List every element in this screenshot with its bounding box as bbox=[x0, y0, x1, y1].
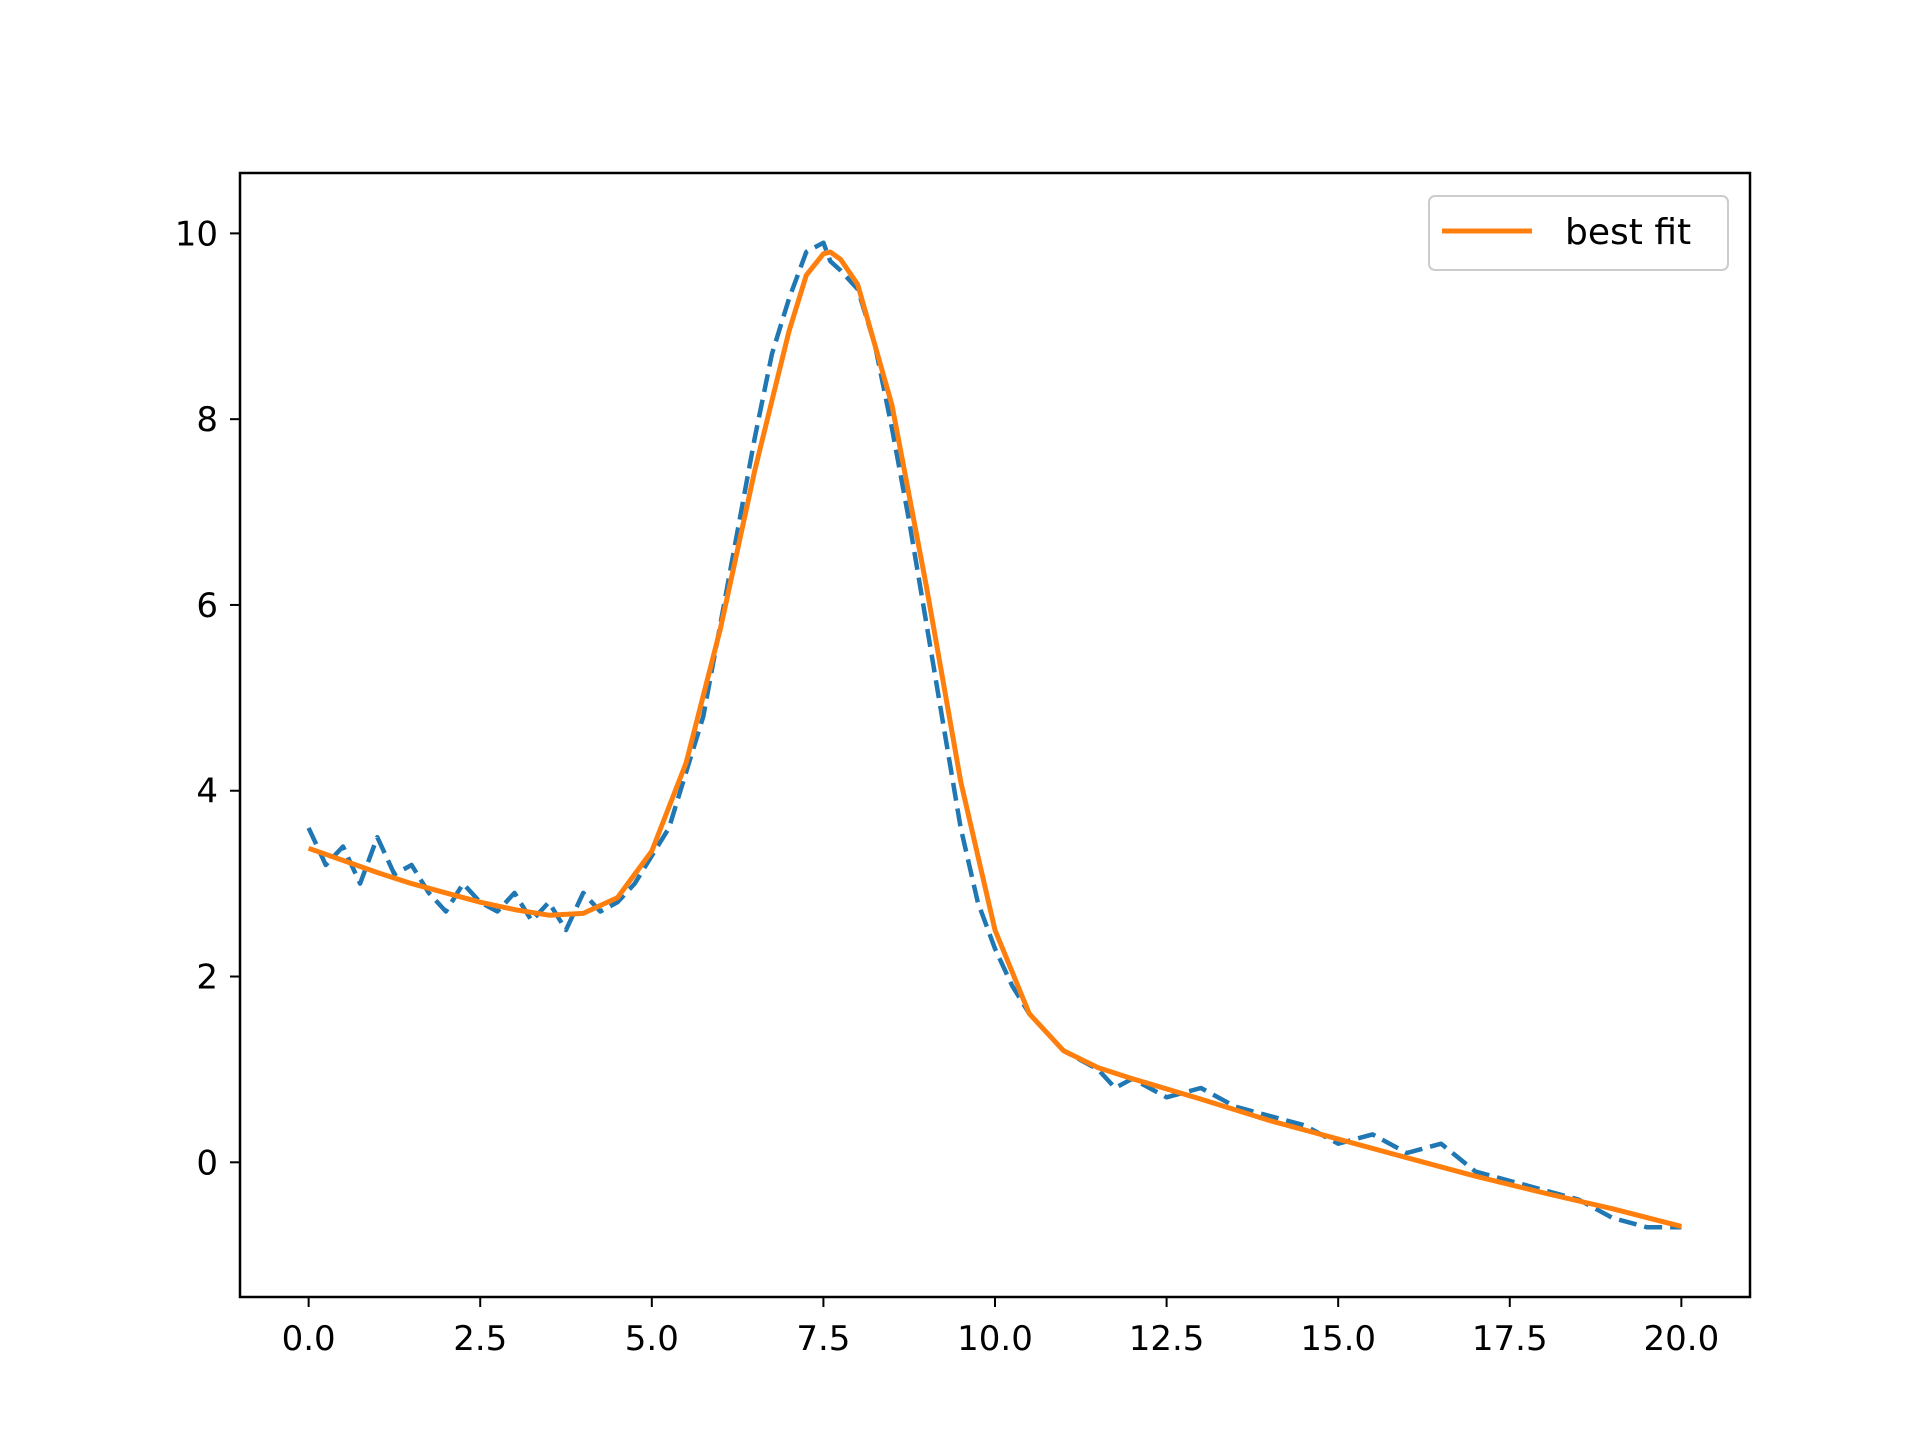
best-fit-line bbox=[307, 249, 1683, 1229]
legend-box bbox=[1428, 195, 1729, 271]
plot-frame bbox=[238, 171, 1752, 1299]
x-tick-label: 0.0 bbox=[282, 1319, 336, 1359]
y-tick-label: 2 bbox=[196, 958, 218, 998]
x-tick-label: 20.0 bbox=[1644, 1319, 1720, 1359]
x-tick-label: 17.5 bbox=[1472, 1319, 1548, 1359]
plot-series bbox=[306, 240, 1683, 1230]
y-tick-label: 10 bbox=[175, 214, 218, 254]
y-tick-label: 8 bbox=[196, 400, 218, 440]
y-tick-label: 4 bbox=[196, 772, 218, 812]
x-axis-ticks: 0.0 2.5 5.0 7.5 10.0 12.5 15.0 17.5 20.0 bbox=[282, 1297, 1720, 1359]
data-series-line bbox=[306, 240, 1682, 1230]
x-tick-label: 2.5 bbox=[453, 1319, 507, 1359]
y-tick-label: 6 bbox=[196, 586, 218, 626]
x-tick-label: 10.0 bbox=[957, 1319, 1033, 1359]
x-tick-label: 7.5 bbox=[796, 1319, 850, 1359]
legend-label-best-fit: best fit bbox=[1565, 212, 1691, 253]
y-tick-label: 0 bbox=[196, 1143, 218, 1183]
x-tick-label: 5.0 bbox=[625, 1319, 679, 1359]
y-axis-ticks: 0 2 4 6 8 10 bbox=[175, 214, 240, 1183]
x-tick-label: 15.0 bbox=[1300, 1319, 1376, 1359]
x-tick-label: 12.5 bbox=[1129, 1319, 1205, 1359]
legend: best fit bbox=[1428, 195, 1729, 271]
